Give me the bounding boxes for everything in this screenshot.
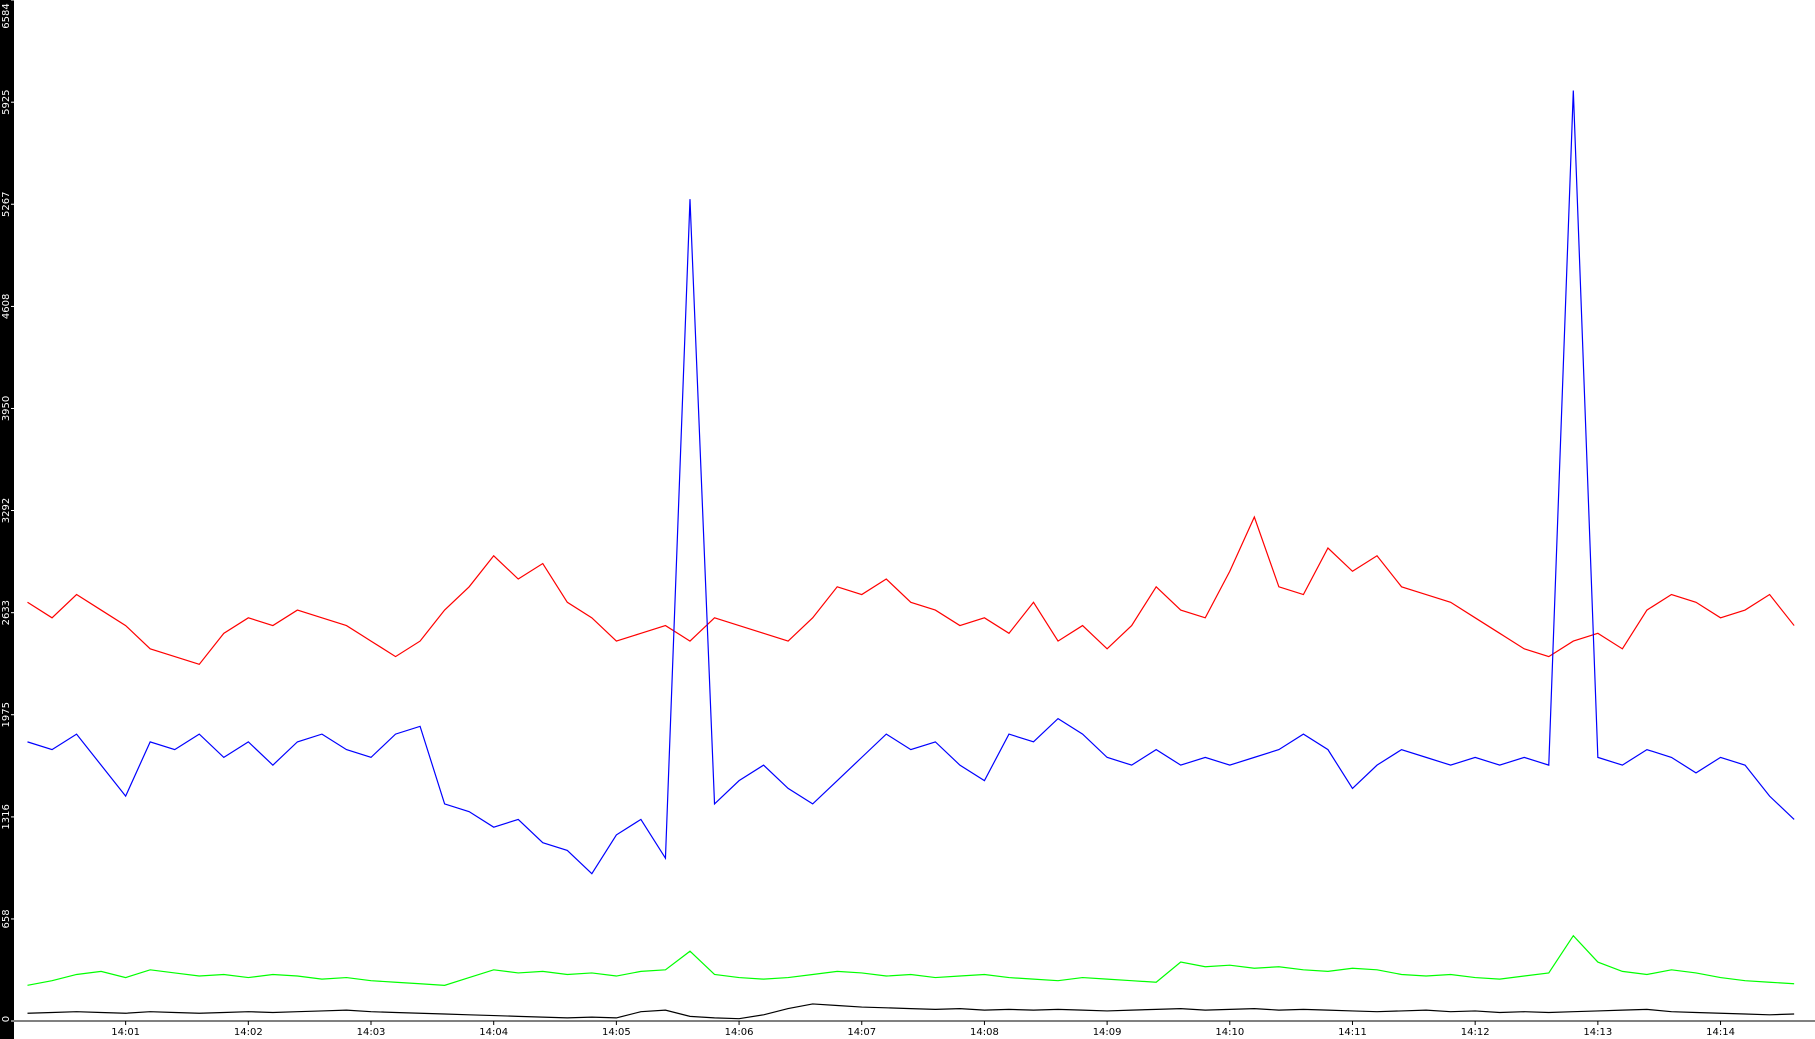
x-tick-label: 14:12 xyxy=(1461,1027,1490,1038)
y-tick-label: 658 xyxy=(1,909,12,928)
x-tick-label: 14:06 xyxy=(725,1027,754,1038)
x-tick-label: 14:11 xyxy=(1338,1027,1367,1038)
x-tick-label: 14:09 xyxy=(1093,1027,1122,1038)
y-tick-label: 3292 xyxy=(1,498,12,523)
x-tick-label: 14:03 xyxy=(357,1027,386,1038)
y-tick-label: 5925 xyxy=(1,89,12,114)
series-line xyxy=(27,515,1795,666)
x-tick-label: 14:07 xyxy=(847,1027,876,1038)
y-tick-label: 3950 xyxy=(1,396,12,421)
x-tick-label: 14:08 xyxy=(970,1027,999,1038)
y-tick-label: 2633 xyxy=(1,600,12,625)
y-tick-label: 6584 xyxy=(1,3,12,28)
x-tick-label: 14:04 xyxy=(479,1027,508,1038)
series-line xyxy=(27,1003,1795,1020)
x-tick-label: 14:01 xyxy=(111,1027,140,1038)
series-line xyxy=(27,934,1795,986)
x-tick-label: 14:10 xyxy=(1215,1027,1244,1038)
series-line xyxy=(27,90,1795,875)
y-tick-label: 1975 xyxy=(1,702,12,727)
y-tick-label: 1316 xyxy=(1,804,12,829)
y-axis-strip xyxy=(0,0,14,1039)
x-tick-label: 14:13 xyxy=(1583,1027,1612,1038)
x-tick-label: 14:05 xyxy=(602,1027,631,1038)
y-tick-label: 5267 xyxy=(1,192,12,217)
x-tick-label: 14:14 xyxy=(1706,1027,1735,1038)
x-tick-label: 14:02 xyxy=(234,1027,263,1038)
y-tick-label: 4608 xyxy=(1,294,12,319)
y-tick-label: 0 xyxy=(1,1016,12,1022)
